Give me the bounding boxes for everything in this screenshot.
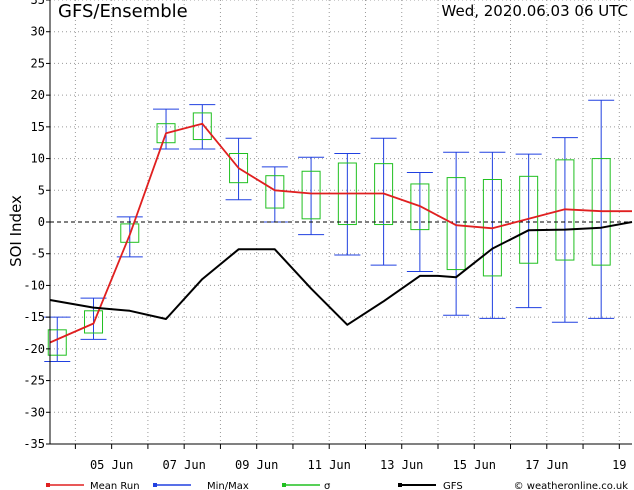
- chart-title: GFS/Ensemble: [58, 1, 188, 22]
- legend: Mean Run Min/Max σ GFS: [46, 481, 463, 490]
- credit-text: © weatheronline.co.uk: [514, 481, 629, 490]
- y-tick-label: 35: [31, 0, 45, 7]
- legend-label-minmax: Min/Max: [207, 481, 249, 490]
- x-tick-label: 19: [612, 458, 626, 472]
- legend-label-gfs: GFS: [443, 481, 463, 490]
- sigma-box: [229, 152, 249, 184]
- y-tick-label: -35: [23, 437, 45, 451]
- y-tick-label: -20: [23, 342, 45, 356]
- y-tick-label: -30: [23, 405, 45, 419]
- sigma-box: [84, 310, 104, 334]
- x-tick-label: 13 Jun: [380, 458, 423, 472]
- x-tick-label: 11 Jun: [308, 458, 351, 472]
- run-datetime: Wed, 2020.06.03 06 UTC: [442, 2, 628, 20]
- legend-marker-sigma: [282, 483, 286, 487]
- y-tick-label: 15: [31, 120, 45, 134]
- y-tick-label: -15: [23, 310, 45, 324]
- y-tick-label: -25: [23, 374, 45, 388]
- sigma-box: [47, 329, 67, 356]
- legend-marker-mean: [46, 483, 50, 487]
- gfs-line: [49, 221, 633, 326]
- y-tick-label: 10: [31, 152, 45, 166]
- y-tick-label: 0: [38, 215, 45, 229]
- legend-label-mean: Mean Run: [90, 481, 140, 490]
- legend-marker-gfs: [398, 483, 402, 487]
- y-axis-label: SOI Index: [7, 195, 25, 267]
- y-tick-label: -5: [31, 247, 45, 261]
- x-tick-label: 09 Jun: [235, 458, 278, 472]
- x-tick-label: 17 Jun: [525, 458, 568, 472]
- x-tick-label: 05 Jun: [90, 458, 133, 472]
- y-tick-label: -10: [23, 278, 45, 292]
- x-tick-label: 15 Jun: [453, 458, 496, 472]
- y-tick-label: 25: [31, 56, 45, 70]
- legend-marker-minmax: [153, 483, 157, 487]
- sigma-box: [410, 183, 430, 231]
- mean-line: [49, 122, 632, 344]
- legend-label-sigma: σ: [324, 481, 331, 490]
- y-tick-label: 20: [31, 88, 45, 102]
- sigma-box: [156, 123, 176, 144]
- x-tick-label: 07 Jun: [162, 458, 205, 472]
- y-tick-label: 30: [31, 25, 45, 39]
- sigma-box: [519, 175, 539, 264]
- series-layer: [49, 122, 633, 344]
- sigma-box: [301, 170, 321, 220]
- axis-layer: -35 -30 -25 -20 -15 -10 -5 0 5 10 15 20 25 30 35 05 Jun…: [23, 0, 632, 472]
- sigma-box: [446, 177, 466, 271]
- sigma-box: [120, 223, 140, 243]
- y-tick-label: 5: [38, 183, 45, 197]
- grid-layer: [50, 0, 632, 445]
